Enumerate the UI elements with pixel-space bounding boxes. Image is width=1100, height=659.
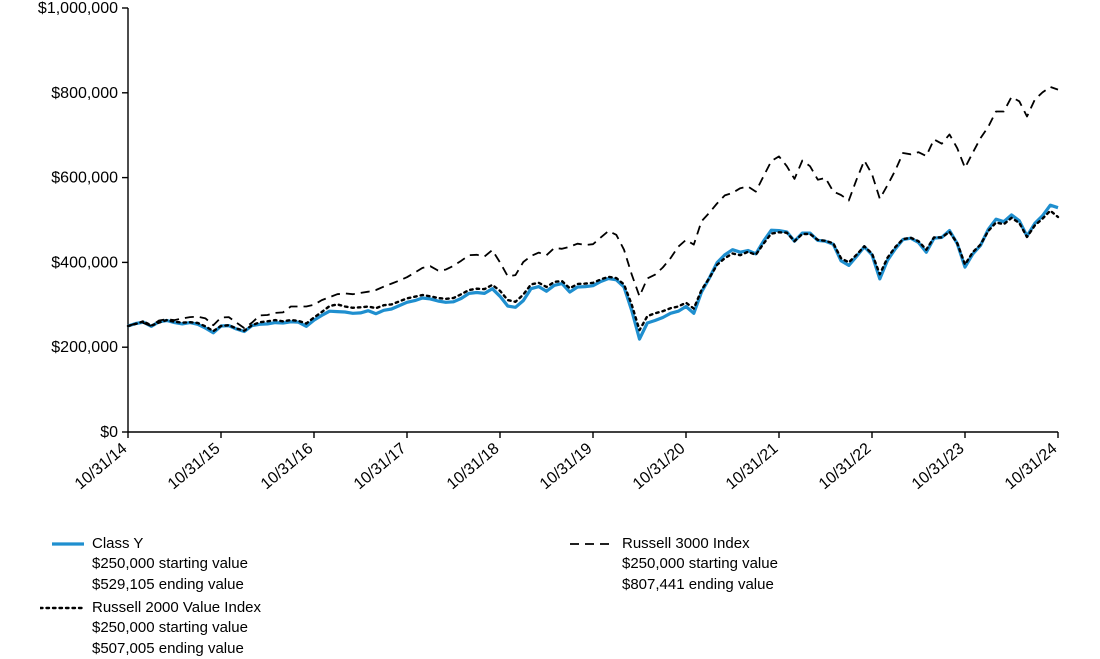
x-axis-label: 10/31/20 xyxy=(630,440,689,493)
y-axis-label: $600,000 xyxy=(51,170,118,187)
y-axis-label: $400,000 xyxy=(51,254,118,271)
legend-swatch-r2000v xyxy=(40,601,84,615)
y-axis-label: $1,000,000 xyxy=(38,0,118,17)
legend-end-value: $529,105 ending value xyxy=(52,575,248,595)
series-r3000 xyxy=(128,87,1058,328)
legend-end-value: $507,005 ending value xyxy=(40,639,261,659)
x-axis-label: 10/31/23 xyxy=(909,440,968,493)
x-axis-label: 10/31/15 xyxy=(165,440,224,493)
y-axis-label: $800,000 xyxy=(51,85,118,102)
x-axis-label: 10/31/21 xyxy=(723,440,782,493)
legend-item-class_y: Class Y$250,000 starting value$529,105 e… xyxy=(52,534,248,595)
y-axis-label: $0 xyxy=(100,424,118,441)
legend-item-r3000: Russell 3000 Index$250,000 starting valu… xyxy=(570,534,778,595)
legend-item-r2000v: Russell 2000 Value Index$250,000 startin… xyxy=(40,598,261,659)
x-axis-label: 10/31/18 xyxy=(444,440,503,493)
legend-swatch-class_y xyxy=(52,537,84,551)
legend-name: Class Y xyxy=(92,534,143,554)
series-r2000v xyxy=(128,211,1058,331)
legend-name: Russell 3000 Index xyxy=(622,534,750,554)
x-axis-label: 10/31/14 xyxy=(72,440,131,493)
x-axis-label: 10/31/17 xyxy=(351,440,410,493)
series-class_y xyxy=(128,205,1058,339)
legend-end-value: $807,441 ending value xyxy=(570,575,778,595)
x-axis-label: 10/31/19 xyxy=(537,440,596,493)
x-axis-label: 10/31/22 xyxy=(816,440,875,493)
legend-swatch-r3000 xyxy=(570,537,614,551)
x-axis-label: 10/31/16 xyxy=(258,440,317,493)
legend-start-value: $250,000 starting value xyxy=(52,554,248,574)
growth-chart: $0 $200,000 $400,000 $600,000 $800,000 $1,000… xyxy=(0,0,1100,653)
legend-start-value: $250,000 starting value xyxy=(40,618,261,638)
legend-name: Russell 2000 Value Index xyxy=(92,598,261,618)
x-axis-label: 10/31/24 xyxy=(1002,440,1061,493)
legend-start-value: $250,000 starting value xyxy=(570,554,778,574)
y-axis-label: $200,000 xyxy=(51,339,118,356)
